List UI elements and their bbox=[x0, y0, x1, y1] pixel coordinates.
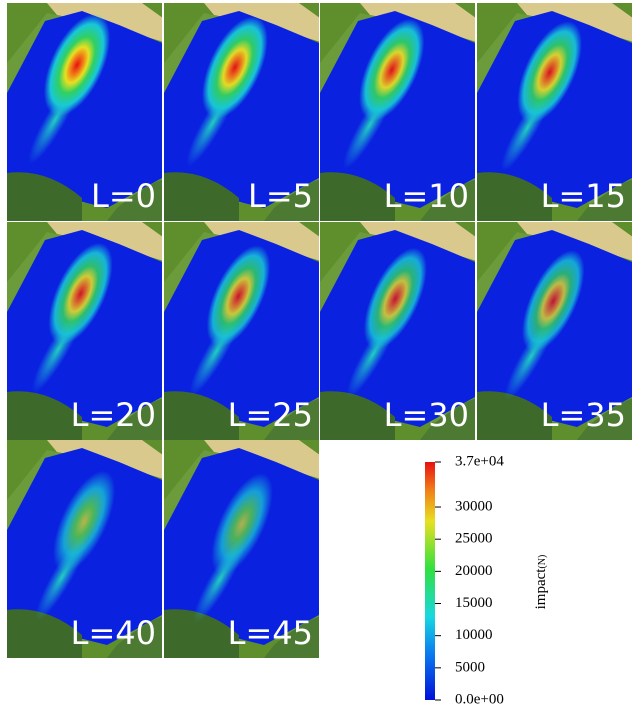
ground-right bbox=[107, 616, 162, 658]
impact-field bbox=[48, 242, 113, 345]
ground-right bbox=[420, 398, 475, 440]
panel-label: L=0 bbox=[91, 177, 156, 215]
panel-label: L=40 bbox=[71, 614, 156, 652]
ground bbox=[320, 391, 395, 440]
slab bbox=[320, 11, 475, 208]
panel: L=10 bbox=[320, 3, 475, 221]
colorbar bbox=[425, 462, 435, 700]
panel: L=35 bbox=[477, 222, 632, 440]
colorbar-tick-label: 30000 bbox=[455, 498, 493, 514]
panel-label: L=25 bbox=[228, 396, 313, 434]
ground bbox=[7, 609, 82, 658]
panel: L=20 bbox=[7, 222, 162, 440]
colorbar-tick-label: 10000 bbox=[455, 627, 493, 643]
slab bbox=[7, 11, 162, 208]
impact-field bbox=[517, 21, 582, 124]
panel: L=5 bbox=[164, 3, 319, 221]
ground-right bbox=[107, 398, 162, 440]
ground-right bbox=[577, 398, 632, 440]
ground bbox=[477, 172, 552, 221]
panel: L=25 bbox=[164, 222, 319, 440]
ground bbox=[7, 172, 82, 221]
panel-label: L=5 bbox=[248, 177, 313, 215]
panel: L=30 bbox=[320, 222, 475, 440]
ground-right bbox=[264, 179, 319, 221]
colorbar-tick-label: 0.0e+00 bbox=[455, 691, 504, 707]
ground bbox=[477, 391, 552, 440]
ground-right bbox=[577, 179, 632, 221]
panel: L=0 bbox=[7, 3, 162, 221]
panel: L=45 bbox=[164, 440, 319, 658]
ground-right bbox=[264, 616, 319, 658]
impact-field bbox=[43, 13, 111, 117]
colorbar-unit: (N) bbox=[537, 555, 548, 569]
impact-field bbox=[202, 16, 268, 119]
colorbar-tick-label: 15000 bbox=[455, 595, 493, 611]
colorbar-title: impact(N) bbox=[533, 555, 549, 610]
ground-right bbox=[264, 398, 319, 440]
ground-right bbox=[107, 179, 162, 221]
colorbar-tick-label: 25000 bbox=[455, 531, 493, 547]
ground bbox=[164, 609, 239, 658]
ground-right bbox=[420, 179, 475, 221]
colorbar-tick-label: 20000 bbox=[455, 563, 493, 579]
panel-label: L=15 bbox=[541, 177, 626, 215]
panel-label: L=45 bbox=[228, 614, 313, 652]
impact-field bbox=[522, 250, 585, 352]
panel-label: L=20 bbox=[71, 396, 156, 434]
panel-label: L=35 bbox=[541, 396, 626, 434]
ground bbox=[320, 172, 395, 221]
colorbar-tick-label: 3.7e+04 bbox=[455, 453, 504, 469]
panel-label: L=30 bbox=[384, 396, 469, 434]
ground bbox=[164, 391, 239, 440]
impact-field bbox=[363, 247, 427, 350]
panel: L=15 bbox=[477, 3, 632, 221]
impact-field bbox=[359, 18, 425, 121]
impact-field bbox=[53, 470, 115, 573]
panel-label: L=10 bbox=[384, 177, 469, 215]
slab bbox=[164, 11, 319, 208]
panel: L=40 bbox=[7, 440, 162, 658]
impact-field bbox=[206, 245, 271, 348]
ground bbox=[164, 172, 239, 221]
impact-field bbox=[211, 473, 273, 575]
colorbar-tick-label: 5000 bbox=[455, 659, 485, 675]
ground bbox=[7, 391, 82, 440]
colorbar-title-text: impact bbox=[533, 568, 549, 610]
